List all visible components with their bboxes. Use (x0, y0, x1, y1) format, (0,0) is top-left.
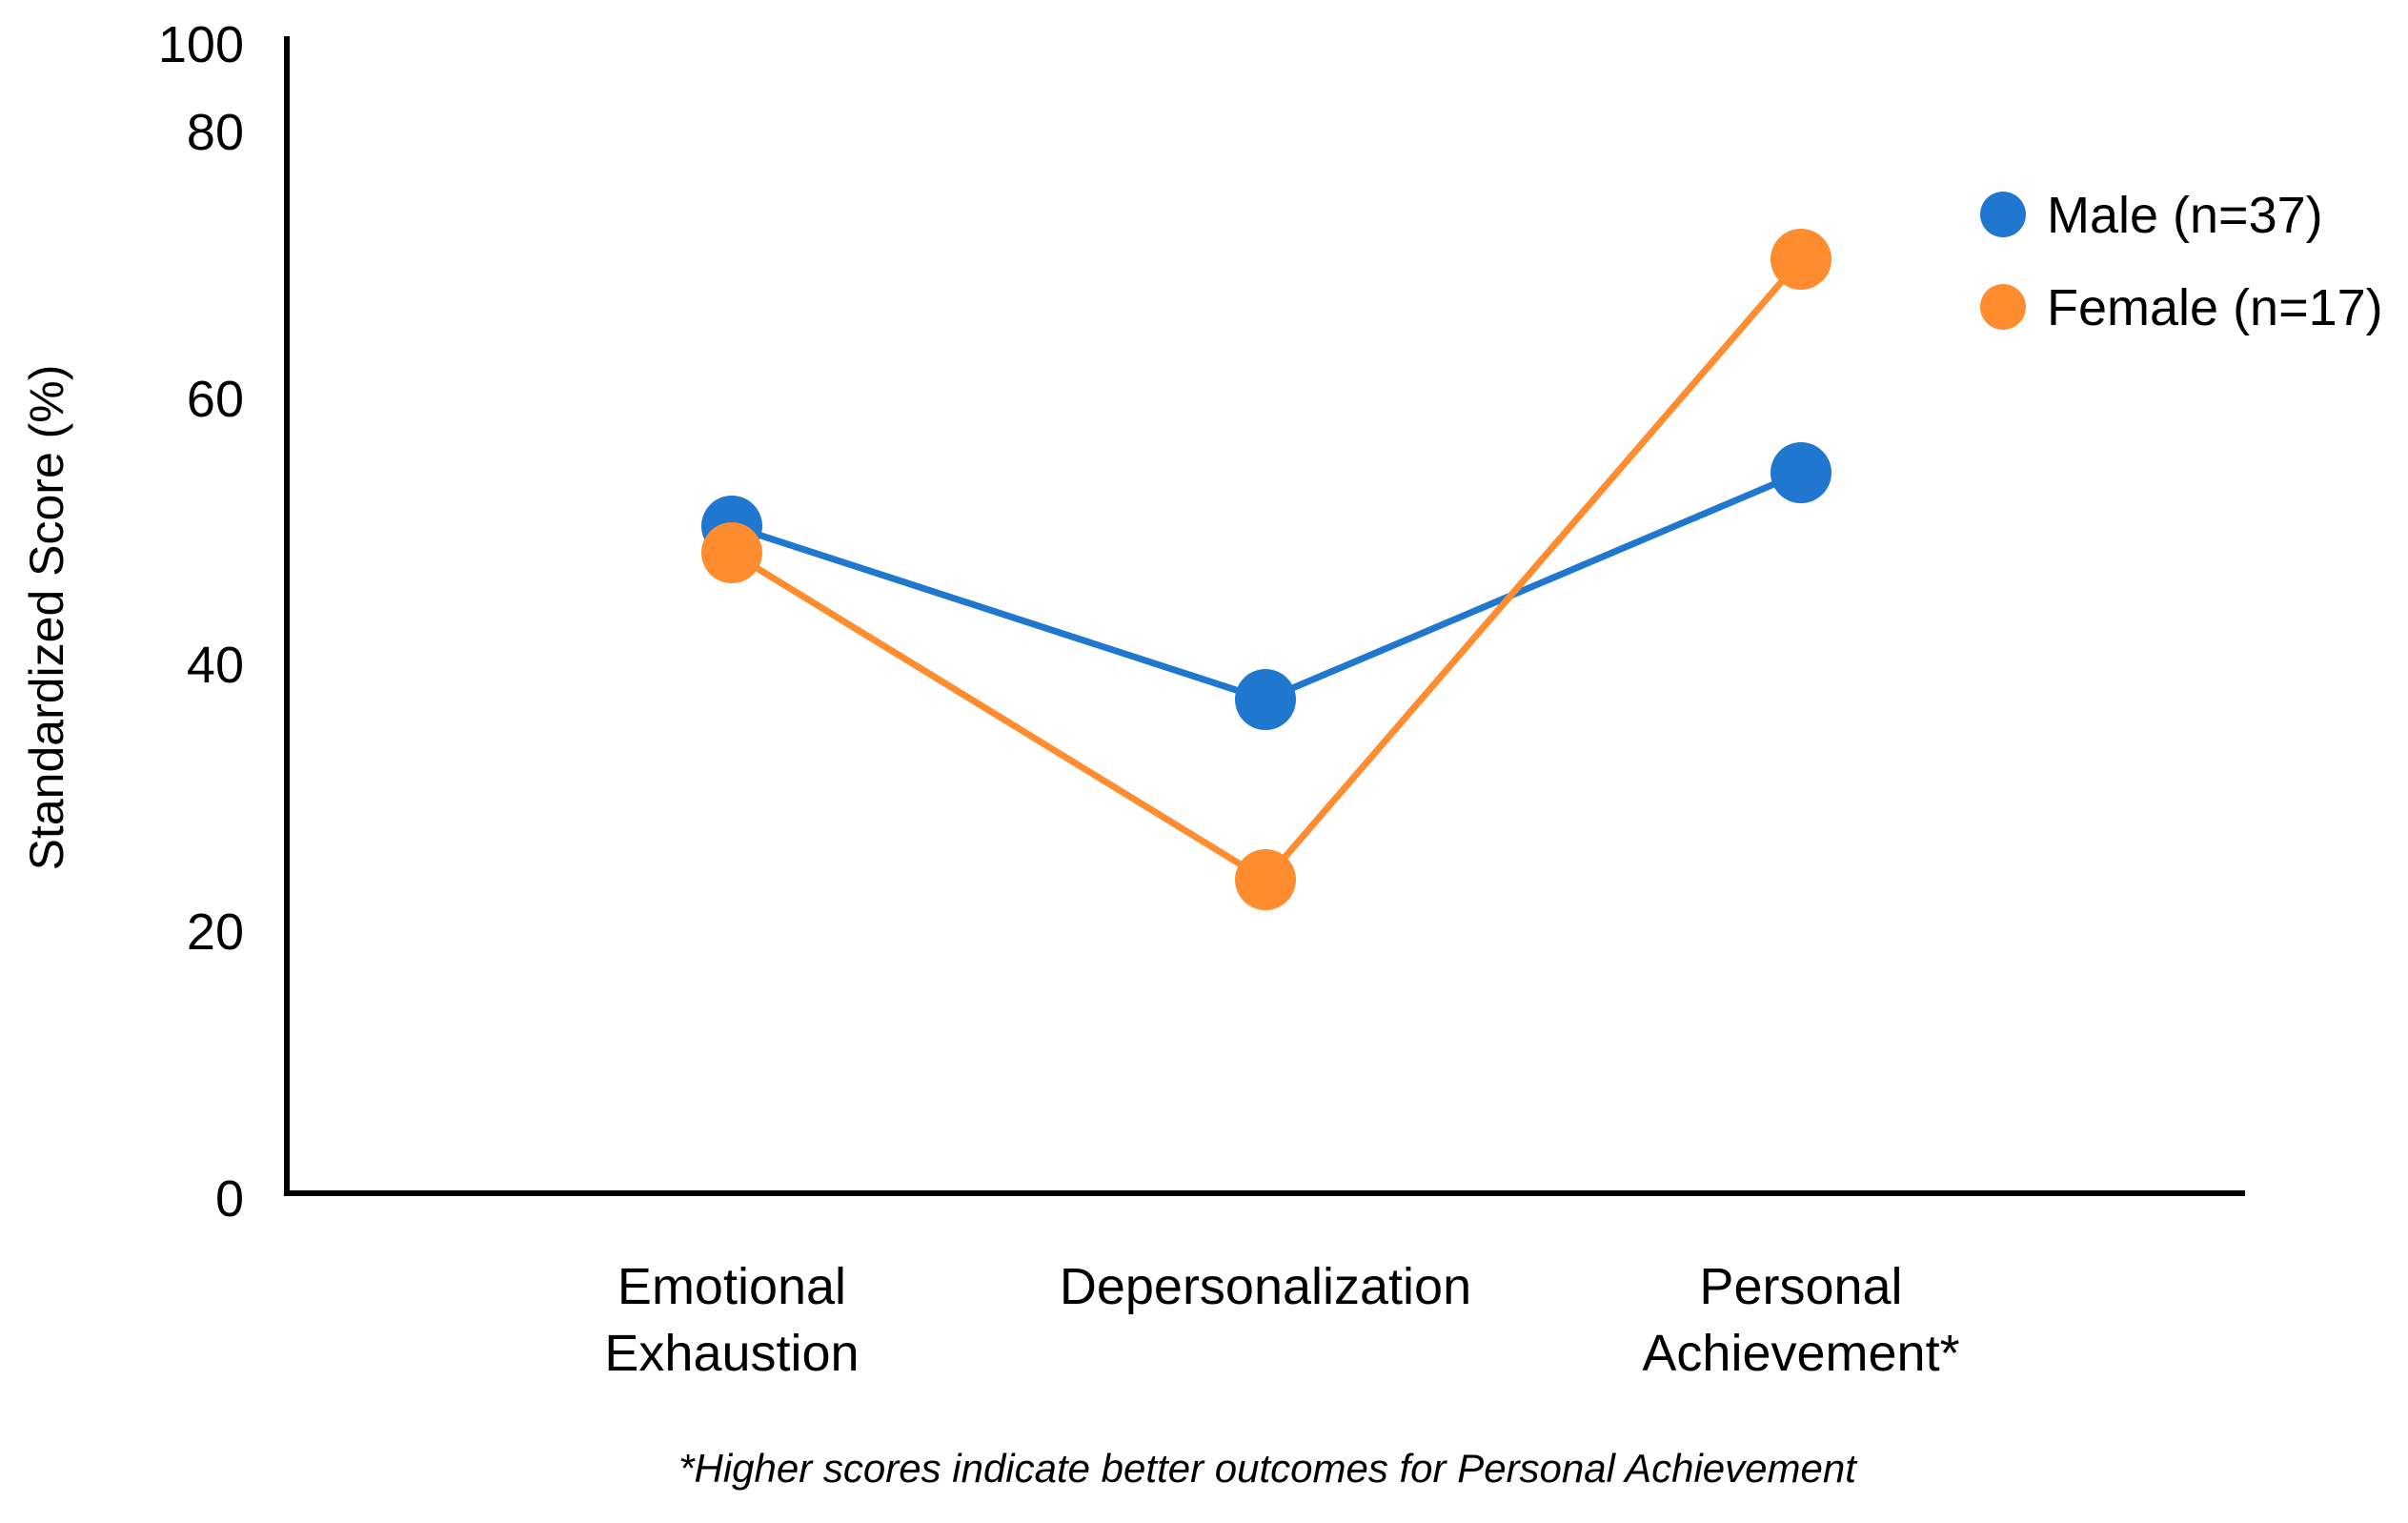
data-point (1235, 669, 1296, 730)
x-category-label: Achievement* (1642, 1325, 1959, 1382)
x-category-label: Personal (1699, 1258, 1902, 1315)
legend-label: Female (n=17) (2047, 279, 2383, 336)
legend-marker (1980, 192, 2026, 237)
legend-label: Male (n=37) (2047, 187, 2323, 244)
y-tick-labels: 100 80 60 40 20 0 (158, 16, 244, 1228)
y-tick-label: 80 (187, 104, 244, 161)
data-point (1235, 849, 1296, 910)
series-line (730, 256, 1804, 883)
data-point (1771, 442, 1831, 503)
series-layer (701, 229, 1831, 910)
series-line (730, 469, 1803, 703)
y-tick-label: 60 (187, 371, 244, 428)
legend: Male (n=37) Female (n=17) (1980, 187, 2383, 336)
data-point (1771, 229, 1831, 290)
x-category-label: Exhaustion (604, 1325, 859, 1382)
y-axis-title: Standardized Score (%) (20, 365, 73, 871)
y-tick-label: 40 (187, 637, 244, 694)
y-tick-label: 100 (158, 16, 244, 73)
y-tick-label: 20 (187, 904, 244, 961)
data-point (701, 522, 762, 583)
x-category-label: Emotional (617, 1258, 846, 1315)
y-tick-label: 0 (215, 1170, 244, 1228)
x-category-label: Depersonalization (1060, 1258, 1471, 1315)
axes (284, 36, 2245, 1196)
footnote: *Higher scores indicate better outcomes … (678, 1446, 1858, 1491)
legend-marker (1980, 284, 2026, 330)
x-category-labels: Emotional Exhaustion Depersonalization Pers… (604, 1258, 1959, 1382)
